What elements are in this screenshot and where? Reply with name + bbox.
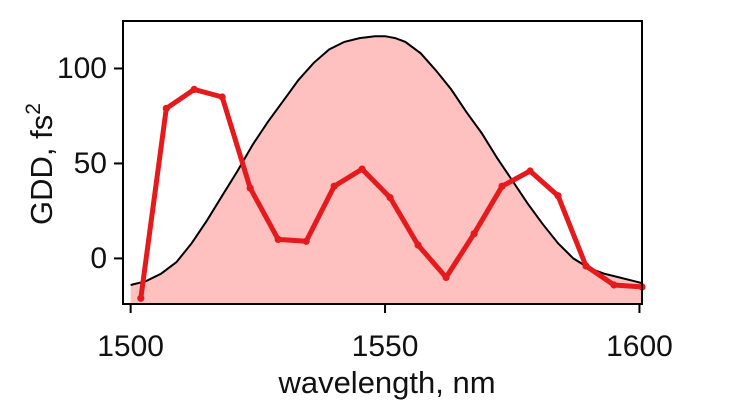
gdd-data-point [498,182,506,190]
gdd-data-point [218,93,226,101]
spectrum-area-fill [130,36,642,304]
gdd-data-point [330,182,338,190]
spectrum-line [130,35,643,286]
gdd-data-point [526,167,534,175]
gdd-data-point [302,237,310,245]
x-tick-label-1550: 1550 [352,330,419,363]
gdd-data-point [554,192,562,200]
x-axis-label: wavelength, nm [277,365,495,400]
y-tick-label-0: 0 [90,242,107,275]
gdd-data-point [610,281,618,289]
gdd-series-points [137,85,646,302]
y-axis-label-superscript: 2 [22,103,45,115]
gdd-data-point [582,262,590,270]
gdd-data-point [358,165,366,173]
y-tick-label-100: 100 [57,52,107,85]
plot-area [130,35,646,304]
gdd-data-point [442,273,450,281]
x-tick-label-1600: 1600 [606,330,673,363]
y-axis-label-text: GDD, fs [24,115,59,225]
gdd-data-point [137,294,145,302]
gdd-data-point [470,230,478,238]
gdd-data-point [274,235,282,243]
gdd-data-point [190,85,198,93]
gdd-data-point [386,194,394,202]
gdd-data-point [246,184,254,192]
y-tick-label-50: 50 [74,147,107,180]
x-tick-label-1500: 1500 [97,330,164,363]
x-axis: 1500 1550 1600 [97,304,673,363]
y-axis-label: GDD, fs2 [22,103,59,225]
gdd-data-point [162,104,170,112]
y-axis: 0 50 100 [57,52,123,275]
gdd-data-point [414,241,422,249]
